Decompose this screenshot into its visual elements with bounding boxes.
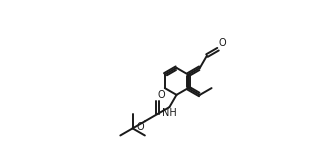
Text: NH: NH (162, 108, 176, 118)
Text: O: O (158, 90, 165, 100)
Text: O: O (137, 122, 144, 132)
Text: O: O (219, 38, 227, 48)
